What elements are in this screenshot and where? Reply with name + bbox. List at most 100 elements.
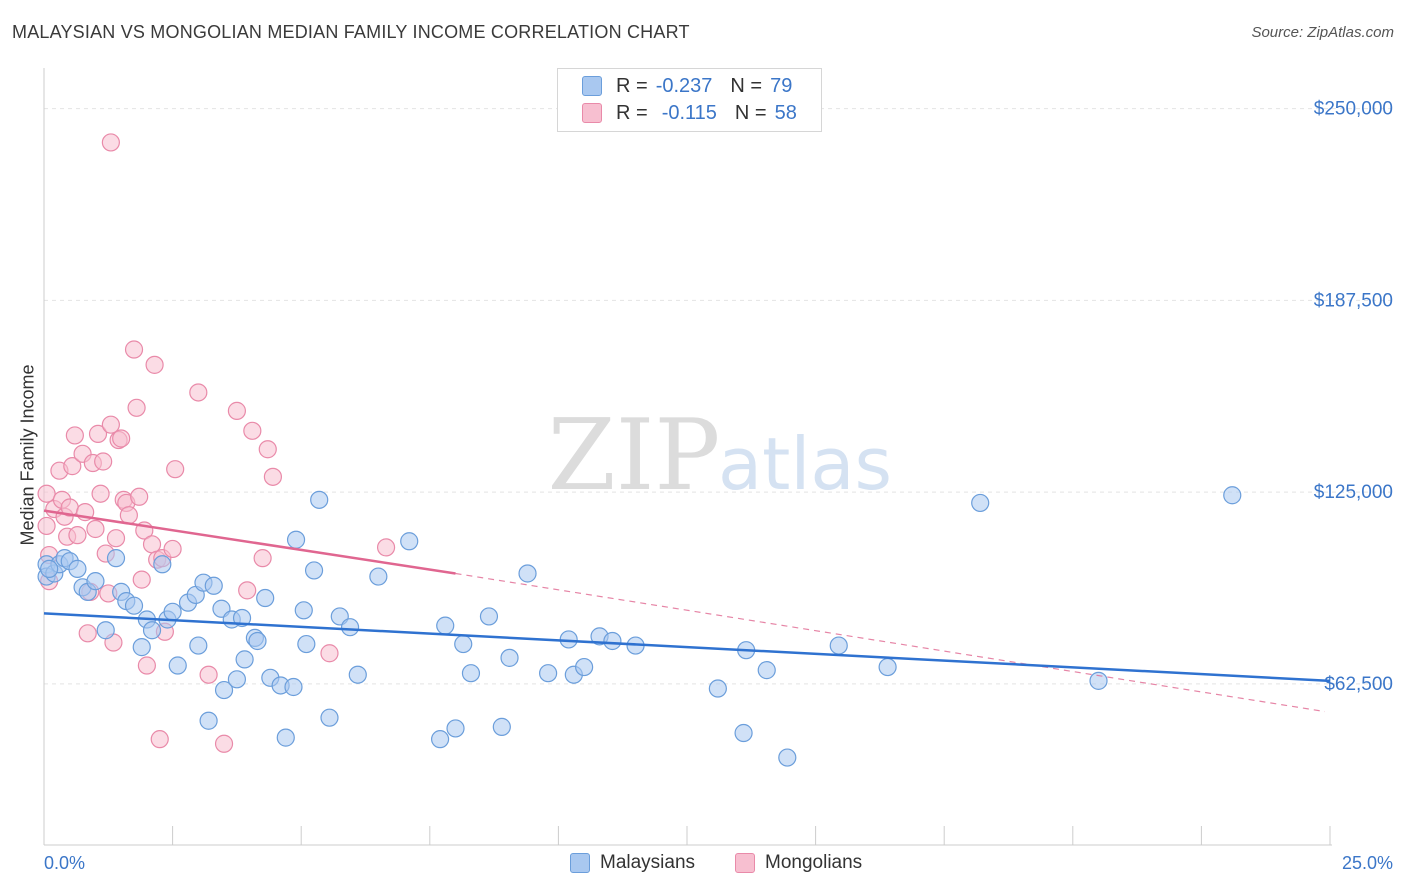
malaysians-point: [142, 621, 162, 640]
malaysians-point: [539, 664, 558, 683]
legend-n-value: 79: [770, 74, 793, 97]
mongolians-point: [132, 570, 151, 589]
legend-n-label: N =: [730, 74, 763, 97]
mongolians-point: [253, 549, 272, 568]
legend-n-label: N =: [734, 101, 767, 124]
malaysians-points: [37, 486, 1242, 767]
mongolians-trend-line: [43, 509, 456, 575]
legend-r-label: R =: [616, 74, 648, 97]
legend-row-malaysians: R = -0.237 N = 79: [582, 73, 792, 99]
trend-lines: [43, 509, 1331, 713]
malaysians-point: [189, 636, 208, 655]
chart-title: MALAYSIAN VS MONGOLIAN MEDIAN FAMILY INC…: [12, 22, 690, 42]
malaysians-point: [369, 567, 388, 586]
legend-row-mongolians: R = -0.115 N = 58: [582, 100, 797, 126]
malaysians-point: [430, 730, 450, 749]
legend-swatch-mongolians: [735, 853, 755, 873]
malaysians-point: [286, 530, 306, 549]
malaysians-point: [248, 631, 267, 651]
malaysians-point: [199, 711, 218, 730]
malaysians-point: [829, 636, 848, 655]
malaysians-point: [320, 708, 339, 727]
series-legend: Malaysians Mongolians: [0, 852, 1406, 878]
malaysians-point: [492, 717, 511, 736]
y-tick-label: $62,500: [1324, 674, 1393, 695]
malaysians-point: [96, 621, 115, 640]
mongolians-point: [88, 424, 108, 443]
mongolians-point: [163, 539, 182, 559]
mongolians-point: [119, 506, 138, 525]
y-tick-label: $125,000: [1314, 482, 1393, 503]
y-tick-label: $250,000: [1314, 99, 1393, 120]
mongolians-point: [37, 484, 56, 503]
malaysians-point: [214, 680, 234, 700]
mongolians-point: [91, 484, 110, 503]
mongolians-points: [37, 133, 396, 753]
malaysians-point: [86, 572, 105, 591]
mongolians-point: [94, 452, 113, 471]
mongolians-point: [112, 429, 131, 448]
legend-item-mongolians[interactable]: Mongolians: [735, 852, 862, 874]
watermark-zip: ZIP: [548, 399, 721, 513]
mongolians-point: [127, 398, 146, 417]
malaysians-point: [446, 719, 465, 738]
x-tick-label-min: 0.0%: [44, 853, 85, 873]
malaysians-point: [500, 648, 519, 667]
source-label: Source: ZipAtlas.com: [1251, 24, 1394, 41]
malaysians-point: [204, 576, 223, 595]
malaysians-point: [603, 631, 622, 651]
mongolians-point: [37, 516, 56, 536]
malaysians-point: [40, 559, 59, 578]
y-tick-labels: $62,500 $125,000 $187,500 $250,000: [1314, 99, 1393, 695]
correlation-legend: R = -0.237 N = 79 R = -0.115 N = 58: [557, 68, 822, 132]
mongolians-point: [189, 383, 208, 402]
malaysians-point: [436, 616, 455, 635]
mongolians-point: [238, 581, 257, 600]
malaysians-point: [454, 634, 473, 654]
legend-swatch-malaysians: [582, 76, 602, 96]
mongolians-point: [320, 644, 339, 663]
mongolians-point: [258, 440, 277, 459]
mongolians-point: [376, 538, 396, 557]
mongolians-trend-extension: [455, 572, 1325, 713]
mongolians-point: [106, 529, 126, 548]
malaysians-point: [124, 596, 144, 615]
malaysians-point: [168, 656, 187, 675]
mongolians-point: [101, 415, 120, 434]
legend-r-value: -0.115: [661, 101, 717, 124]
malaysians-point: [971, 493, 990, 513]
watermark: ZIP atlas: [548, 399, 892, 513]
legend-label-mongolians: Mongolians: [765, 852, 863, 873]
legend-swatch-malaysians: [570, 853, 590, 873]
malaysians-point: [734, 723, 753, 743]
malaysians-point: [757, 661, 776, 680]
malaysians-point: [163, 602, 182, 621]
malaysians-point: [227, 670, 246, 689]
malaysians-point: [232, 608, 252, 628]
legend-swatch-mongolians: [582, 103, 602, 123]
malaysians-point: [575, 657, 594, 677]
mongolians-point: [227, 401, 246, 420]
legend-n-value: 58: [774, 101, 797, 124]
malaysians-point: [461, 664, 481, 683]
malaysians-point: [479, 607, 499, 626]
mongolians-point: [263, 467, 283, 486]
legend-r-value: -0.237: [655, 74, 713, 97]
axes: [43, 68, 1332, 846]
malaysians-point: [778, 748, 797, 767]
mongolians-point: [166, 460, 185, 479]
malaysians-point: [153, 555, 172, 574]
malaysians-point: [340, 618, 360, 637]
legend-item-malaysians[interactable]: Malaysians: [570, 852, 695, 874]
y-tick-label: $187,500: [1314, 290, 1393, 311]
malaysians-point: [304, 561, 324, 580]
malaysians-point: [276, 728, 295, 747]
mongolians-point: [86, 519, 105, 539]
malaysians-point: [256, 588, 275, 608]
mongolians-point: [243, 421, 262, 440]
malaysians-point: [348, 665, 367, 684]
mongolians-point: [65, 426, 84, 445]
mongolians-point: [130, 487, 149, 506]
malaysians-point: [294, 601, 313, 620]
